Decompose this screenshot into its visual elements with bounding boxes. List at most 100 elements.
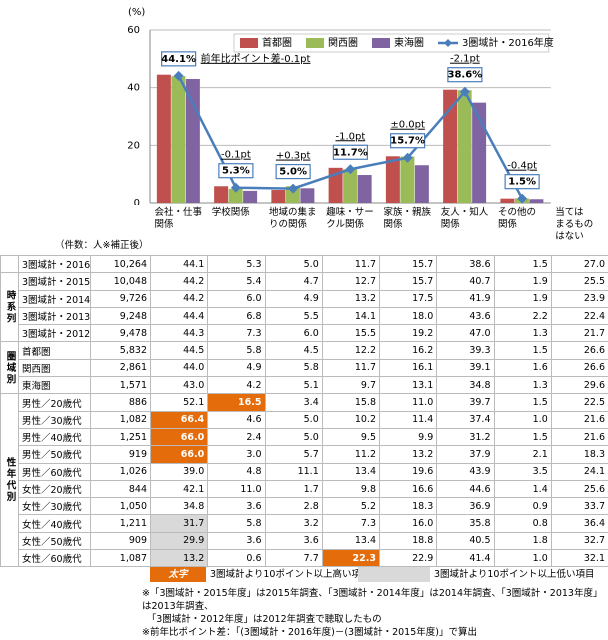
bar bbox=[300, 188, 315, 203]
row-count: 844 bbox=[90, 479, 151, 499]
cell-value: 40.7 bbox=[436, 272, 495, 291]
y-tick-label: 40 bbox=[127, 83, 140, 94]
group-label: 性年代別 bbox=[0, 393, 19, 568]
cell-value: 18.0 bbox=[378, 306, 438, 326]
value-label: 11.7% bbox=[333, 147, 368, 158]
cell-value: 1.9 bbox=[493, 272, 552, 291]
cell-value: 34.8 bbox=[436, 376, 495, 395]
cell-value: 13.2 bbox=[321, 289, 381, 308]
value-label: 5.3% bbox=[222, 166, 250, 177]
cell-value: 32.1 bbox=[550, 549, 608, 568]
data-table: （件数：人※補正後） 会社・仕事 関係 学校関係 地域の集ま りの関係 趣味・サー クル… bbox=[0, 205, 608, 568]
cell-value: 22.4 bbox=[550, 306, 608, 326]
cell-value: 1.3 bbox=[493, 324, 552, 343]
cell-value: 6.8 bbox=[207, 306, 266, 326]
row-label: 女性／20歳代 bbox=[18, 479, 91, 499]
table-row: 女性／60歳代 1,087 13.2 0.6 7.7 22.3 22.9 41.4 1.0 32.… bbox=[1, 549, 608, 568]
bar bbox=[414, 165, 429, 203]
table-row: 3圏域計・2014年度9,72644.26.04.913.217.541.91.… bbox=[1, 289, 608, 308]
note: ※「3圏域計・2015年度」は2015年調査、「3圏域計・2014年度」は201… bbox=[142, 588, 603, 612]
cell-value: 13.4 bbox=[321, 531, 381, 551]
cell-value: 0.6 bbox=[207, 549, 266, 568]
row-count: 10,048 bbox=[90, 272, 151, 291]
row-count: 919 bbox=[90, 445, 151, 464]
row-label: 男性／20歳代 bbox=[18, 393, 91, 412]
point-diff-label: -1.0pt bbox=[335, 131, 365, 142]
line-marker bbox=[402, 152, 413, 163]
cell-value: 43.6 bbox=[436, 306, 495, 326]
cell-value: 18.3 bbox=[550, 445, 608, 464]
cell-value: 4.7 bbox=[264, 272, 323, 291]
column-header: 地域の集ま りの関係 bbox=[269, 207, 317, 230]
y-unit: (%) bbox=[128, 7, 145, 18]
cell-value: 12.2 bbox=[321, 341, 381, 360]
notes: ※「3圏域計・2015年度」は2015年調査、「3圏域計・2014年度」は201… bbox=[142, 587, 608, 639]
table-row: 女性／40歳代 1,211 31.7 5.8 3.2 7.3 16.0 35.8 0.8 36.4 bbox=[1, 514, 608, 533]
cell-value: 29.9 bbox=[149, 531, 209, 551]
y-tick-label: 0 bbox=[134, 198, 140, 205]
cell-value: 13.2 bbox=[378, 445, 438, 464]
table-row: 男性／40歳代 1,251 66.0 2.4 5.0 9.5 9.9 31.2 1.5 21.6 bbox=[1, 427, 608, 447]
cell-value: 2.4 bbox=[207, 427, 266, 447]
bar bbox=[185, 79, 200, 203]
cell-value: 34.8 bbox=[149, 497, 209, 516]
cell-value: 12.7 bbox=[321, 272, 381, 291]
cell-value: 39.0 bbox=[149, 462, 209, 481]
cell-value: 66.0 bbox=[149, 427, 209, 447]
cell-value: 9.9 bbox=[378, 427, 438, 447]
cell-value: 2.8 bbox=[264, 497, 323, 516]
cell-value: 21.6 bbox=[550, 427, 608, 447]
cell-value: 35.8 bbox=[436, 514, 495, 533]
bar bbox=[214, 186, 229, 203]
cell-value: 1.5 bbox=[493, 254, 552, 274]
header-row: （件数：人※補正後） 会社・仕事 関係 学校関係 地域の集ま りの関係 趣味・サー クル… bbox=[1, 205, 608, 256]
row-count: 9,478 bbox=[90, 324, 151, 343]
value-label-box bbox=[218, 163, 254, 179]
cell-value: 25.5 bbox=[550, 272, 608, 291]
cell-value: 11.4 bbox=[378, 410, 438, 429]
cell-value: 1.8 bbox=[493, 531, 552, 551]
cell-value: 11.0 bbox=[378, 393, 438, 412]
note: ※前年比ポイント差：「(3圏域計・2016年度)－(3圏域計・2015年度)」で… bbox=[142, 627, 477, 638]
cell-value: 1.9 bbox=[493, 289, 552, 308]
cell-value: 3.6 bbox=[207, 497, 266, 516]
bar bbox=[228, 188, 243, 203]
row-label: 3圏域計・2015年度 bbox=[18, 272, 91, 291]
group-label: 圏域別 bbox=[0, 341, 19, 395]
cell-value: 66.4 bbox=[149, 410, 209, 429]
row-count: 886 bbox=[90, 393, 151, 412]
value-label: 38.6% bbox=[448, 70, 483, 81]
cell-value: 4.8 bbox=[207, 462, 266, 481]
legend-label: 3圏域計より10ポイント以上高い項目 bbox=[210, 569, 371, 580]
column-header: 家族・親族 関係 bbox=[383, 207, 432, 230]
table-row: 男性／30歳代 1,082 66.4 4.6 5.0 10.2 11.4 37.4 1.0 21.… bbox=[1, 410, 608, 429]
cell-value: 41.4 bbox=[436, 549, 495, 568]
row-count: 1,211 bbox=[90, 514, 151, 533]
table-row: 女性／30歳代 1,050 34.8 3.6 2.8 5.2 18.3 36.9 0.9 33.7 bbox=[1, 497, 608, 516]
cell-value: 6.0 bbox=[207, 289, 266, 308]
table-row: 性年代別 男性／20歳代 886 52.1 16.5 3.4 15.8 11.0 39.7 1.5… bbox=[0, 393, 608, 568]
column-header: 友人・知人 関係 bbox=[440, 207, 489, 230]
point-diff-label: -0.4pt bbox=[507, 161, 537, 172]
cell-value: 4.6 bbox=[207, 410, 266, 429]
row-label: 女性／30歳代 bbox=[18, 497, 91, 516]
cell-value: 15.7 bbox=[378, 254, 438, 274]
bar bbox=[343, 169, 358, 203]
row-label: 女性／60歳代 bbox=[18, 549, 91, 568]
cell-value: 11.7 bbox=[321, 358, 381, 378]
cell-value: 16.6 bbox=[378, 479, 438, 499]
legend-swatch: 太字 bbox=[150, 567, 206, 582]
cell-value: 16.1 bbox=[378, 358, 438, 378]
bar bbox=[285, 186, 300, 203]
cell-value: 5.8 bbox=[207, 341, 266, 360]
count-header: （件数：人※補正後） bbox=[55, 240, 149, 251]
cell-value: 9.8 bbox=[321, 479, 381, 499]
cell-value: 44.1 bbox=[149, 254, 209, 274]
row-count: 2,861 bbox=[90, 358, 151, 378]
y-tick-label: 60 bbox=[127, 25, 140, 36]
cell-value: 42.1 bbox=[149, 479, 209, 499]
cell-value: 5.2 bbox=[321, 497, 381, 516]
cell-value: 29.6 bbox=[550, 376, 608, 395]
legend-label: 関西圏 bbox=[328, 37, 358, 49]
value-label: 1.5% bbox=[508, 177, 536, 188]
